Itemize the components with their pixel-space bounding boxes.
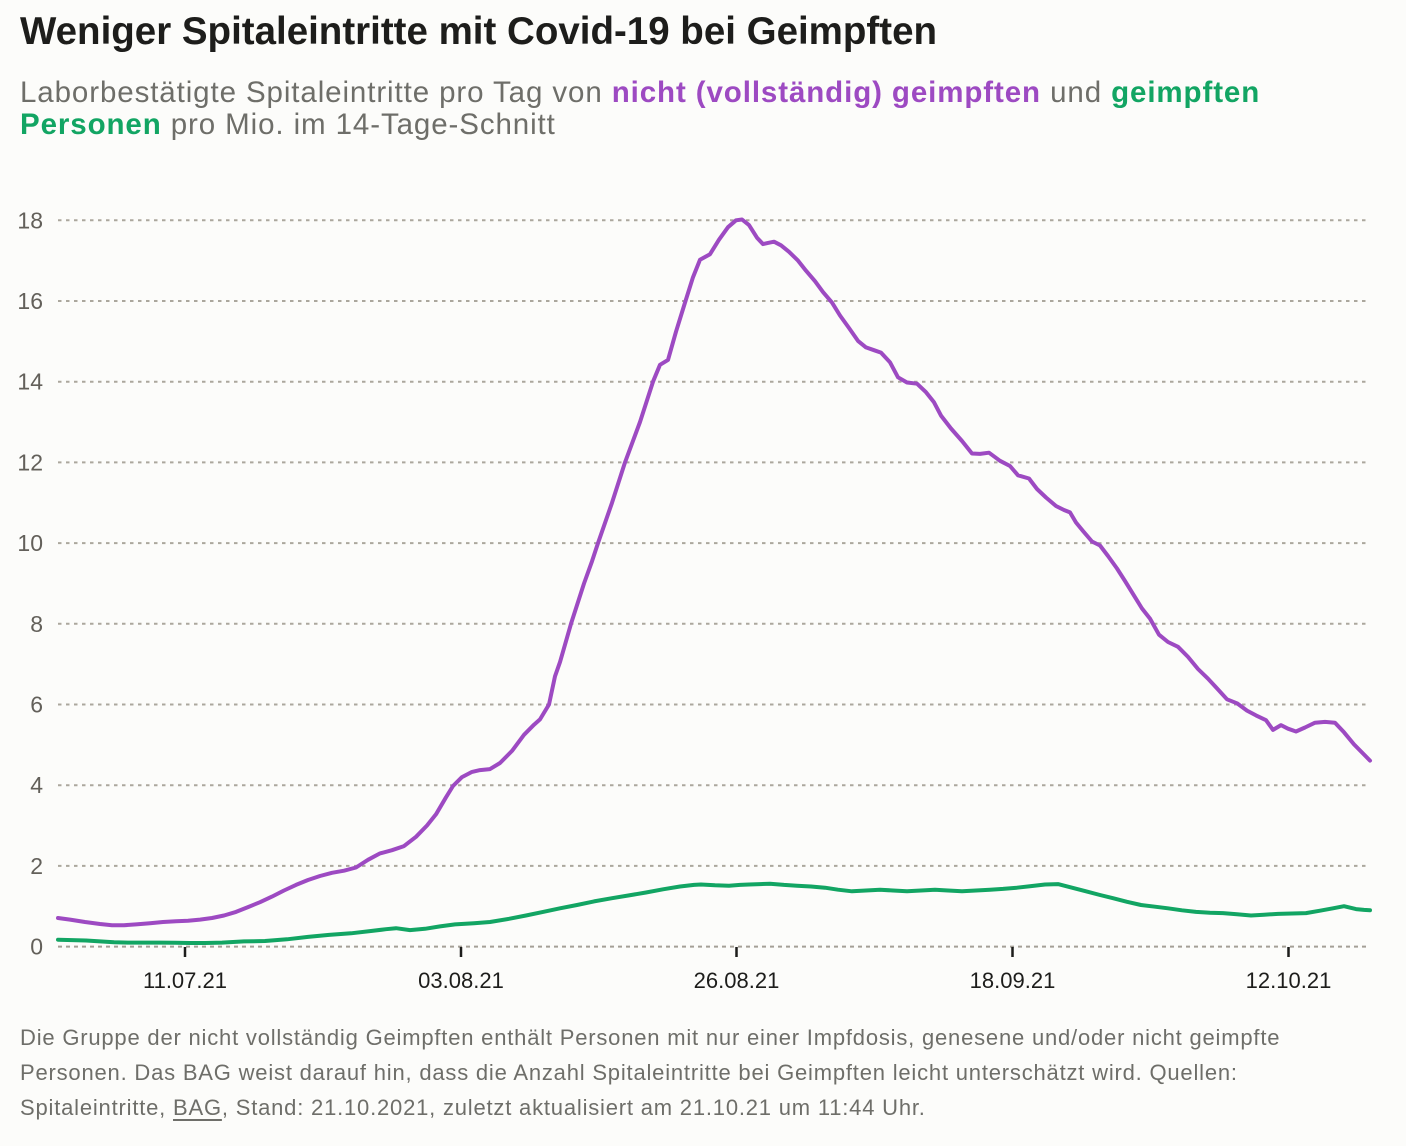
svg-text:11.07.21: 11.07.21: [143, 968, 227, 993]
svg-text:12: 12: [17, 449, 43, 475]
svg-text:4: 4: [30, 772, 43, 798]
svg-text:0: 0: [30, 934, 43, 960]
svg-text:6: 6: [30, 692, 43, 718]
svg-text:8: 8: [30, 611, 43, 637]
svg-text:03.08.21: 03.08.21: [418, 968, 504, 993]
svg-text:12.10.21: 12.10.21: [1246, 968, 1332, 993]
svg-text:2: 2: [30, 853, 43, 879]
svg-text:18: 18: [17, 207, 43, 233]
svg-text:26.08.21: 26.08.21: [694, 968, 780, 993]
svg-text:14: 14: [17, 369, 43, 395]
svg-text:18.09.21: 18.09.21: [970, 968, 1056, 993]
svg-text:10: 10: [17, 530, 43, 556]
svg-text:16: 16: [17, 288, 43, 314]
